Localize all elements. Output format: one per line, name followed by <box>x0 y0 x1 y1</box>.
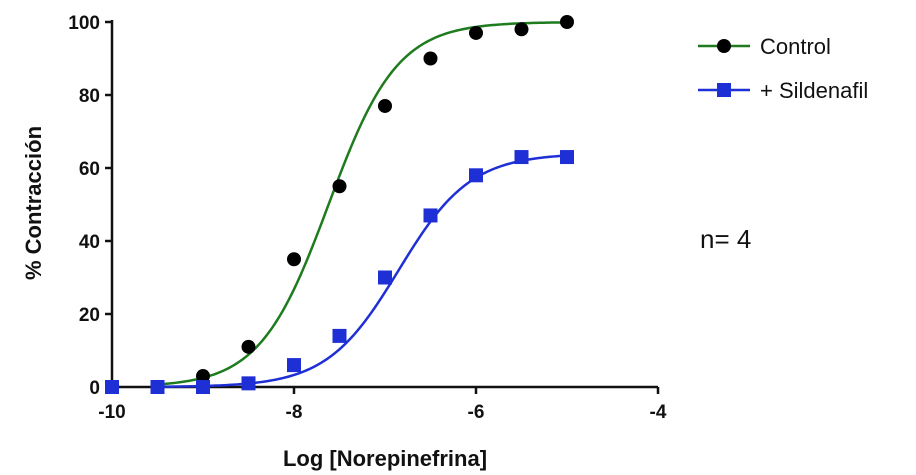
legend: Control + Sildenafil <box>698 34 868 103</box>
legend-marker-sildenafil <box>717 83 731 97</box>
axes: 0 20 40 60 80 100 -10 -8 -6 -4 <box>68 13 667 423</box>
point-sildenafil <box>469 168 483 183</box>
fit-curves <box>157 21 568 388</box>
legend-marker-control <box>717 39 731 53</box>
y-tick-label: 60 <box>79 159 100 180</box>
point-sildenafil <box>241 376 256 391</box>
point-control <box>196 369 210 384</box>
y-axis-title: % Contracción <box>21 126 46 280</box>
legend-label-control: Control <box>760 34 831 59</box>
fit-curve-control <box>157 21 568 386</box>
point-sildenafil <box>105 380 119 394</box>
fit-curve-sildenafil <box>157 154 568 388</box>
legend-label-sildenafil: + Sildenafil <box>760 78 868 103</box>
point-sildenafil <box>378 270 392 285</box>
x-tick-label: -6 <box>468 402 485 423</box>
point-sildenafil <box>196 380 210 394</box>
point-control <box>378 98 392 113</box>
point-control <box>423 51 438 66</box>
point-control <box>469 25 483 40</box>
n-annotation: n= 4 <box>700 224 751 254</box>
point-sildenafil <box>560 150 574 165</box>
y-tick-label: 20 <box>79 305 100 326</box>
point-sildenafil <box>287 358 301 373</box>
x-tick-label: -4 <box>650 402 667 423</box>
point-control <box>560 15 574 29</box>
y-tick-label: 40 <box>79 232 100 253</box>
point-sildenafil <box>150 380 165 394</box>
y-tick-label: 100 <box>68 13 100 34</box>
y-tick-label: 0 <box>89 378 100 399</box>
point-control <box>241 339 256 354</box>
point-sildenafil <box>423 208 438 223</box>
point-control <box>332 179 347 194</box>
point-control <box>287 252 301 267</box>
point-sildenafil <box>514 150 529 165</box>
x-tick-label: -8 <box>286 402 303 423</box>
point-control <box>514 22 529 37</box>
y-tick-label: 80 <box>79 86 100 107</box>
point-sildenafil <box>332 328 347 343</box>
x-axis-title: Log [Norepinefrina] <box>283 446 487 471</box>
x-tick-label: -10 <box>98 402 125 423</box>
data-points <box>105 15 574 394</box>
